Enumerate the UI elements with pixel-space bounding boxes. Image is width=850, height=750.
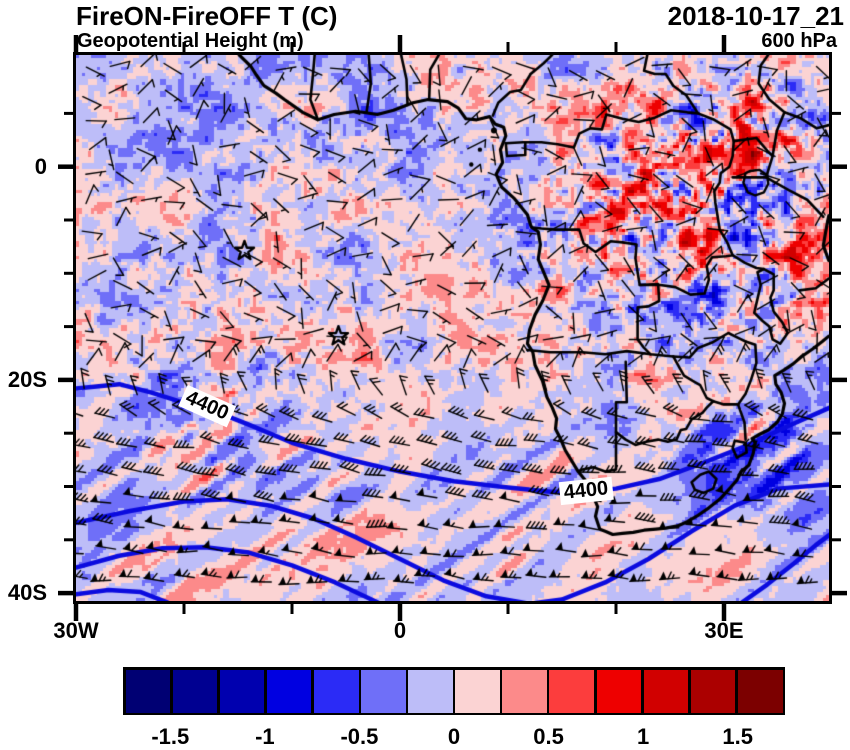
y-axis-label: 40S	[7, 580, 47, 606]
colorbar-tick-label: 0.5	[533, 724, 564, 749]
x-axis-label: 0	[393, 618, 407, 643]
colorbar-tick-label: 1	[637, 724, 650, 749]
colorbar-cell	[549, 669, 595, 713]
colorbar-cell	[266, 669, 312, 713]
map-frame	[73, 52, 832, 604]
map-canvas	[76, 55, 829, 601]
colorbar-tick-label: -1	[255, 724, 275, 749]
colorbar-cell	[313, 669, 359, 713]
colorbar	[123, 667, 785, 715]
overlay-subtitle: Geopotential Height (m)	[77, 30, 304, 52]
valid-time: 2018-10-17_21	[667, 1, 844, 31]
colorbar-cell	[172, 669, 218, 713]
y-axis-label: 20S	[7, 366, 47, 392]
colorbar-tick-label: -1.5	[151, 724, 190, 749]
colorbar-cell	[690, 669, 736, 713]
colorbar-cell	[361, 669, 406, 713]
colorbar-cell	[737, 669, 783, 713]
colorbar-cell	[125, 669, 171, 713]
x-axis-label: 30W	[53, 618, 99, 643]
colorbar-cell	[455, 669, 500, 713]
colorbar-cell	[596, 669, 642, 713]
colorbar-cell	[502, 669, 547, 713]
colorbar-tick-label: 1.5	[722, 724, 753, 749]
y-axis-label: 0	[34, 153, 47, 179]
pressure-level: 600 hPa	[761, 30, 837, 52]
plot-title: FireON-FireOFF T (C)	[76, 1, 338, 31]
colorbar-tick-label: -0.5	[340, 724, 379, 749]
colorbar-tick-label: 0	[447, 724, 461, 749]
colorbar-cell	[408, 669, 453, 713]
colorbar-cell	[219, 669, 265, 713]
x-axis-label: 30E	[704, 618, 744, 643]
colorbar-cell	[643, 669, 689, 713]
